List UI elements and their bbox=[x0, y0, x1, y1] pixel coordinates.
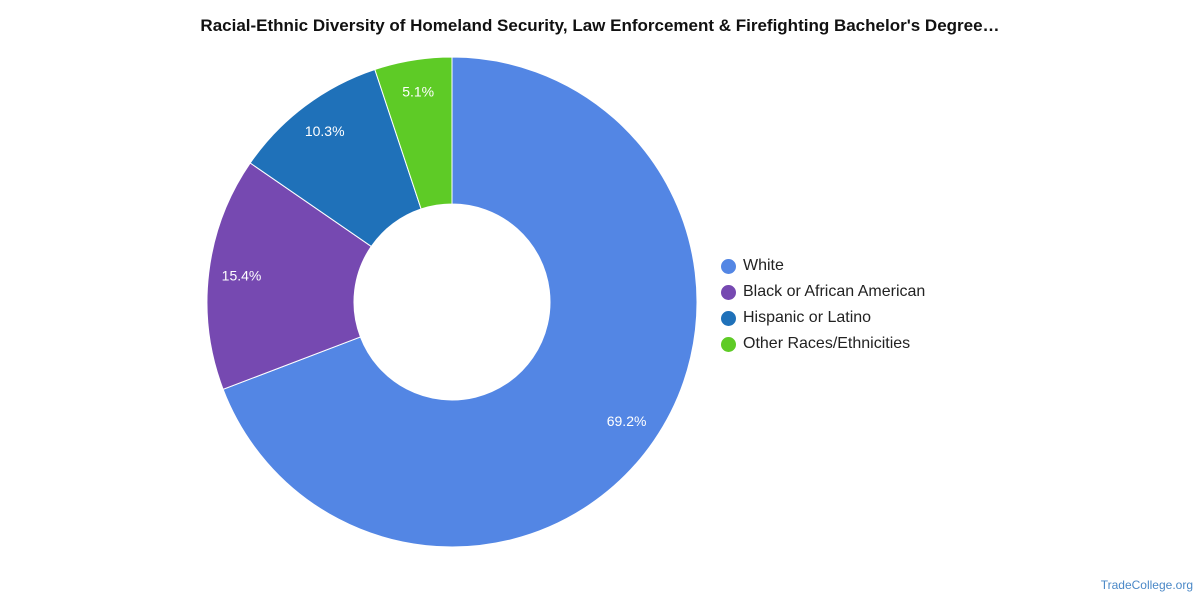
legend-marker bbox=[721, 336, 736, 352]
donut-slice-other[interactable] bbox=[374, 56, 453, 210]
slice-value-label-white: 69.2% bbox=[607, 413, 647, 429]
legend-label: Hispanic or Latino bbox=[743, 309, 872, 326]
legend-item-black[interactable]: Black or African American bbox=[721, 279, 925, 305]
chart-title: Racial-Ethnic Diversity of Homeland Secu… bbox=[200, 16, 1000, 35]
donut-slice-black[interactable] bbox=[206, 162, 372, 390]
legend-marker bbox=[721, 258, 736, 274]
legend-item-other[interactable]: Other Races/Ethnicities bbox=[721, 331, 925, 357]
legend-item-hispanic[interactable]: Hispanic or Latino bbox=[721, 305, 925, 331]
legend: White Black or African American Hispanic… bbox=[721, 253, 925, 357]
legend-label: Other Races/Ethnicities bbox=[743, 335, 911, 352]
source-credit[interactable]: TradeCollege.org bbox=[1100, 578, 1193, 592]
donut-slice-white[interactable] bbox=[222, 56, 698, 548]
legend-item-white[interactable]: White bbox=[721, 253, 925, 279]
slice-value-label-other: 5.1% bbox=[402, 83, 434, 99]
legend-label: White bbox=[743, 257, 784, 274]
slice-value-label-black: 15.4% bbox=[222, 267, 262, 283]
legend-marker bbox=[721, 310, 736, 326]
legend-marker bbox=[721, 284, 736, 300]
legend-label: Black or African American bbox=[743, 283, 926, 300]
slice-value-label-hispanic: 10.3% bbox=[305, 123, 345, 139]
donut-slice-hispanic[interactable] bbox=[249, 68, 422, 248]
